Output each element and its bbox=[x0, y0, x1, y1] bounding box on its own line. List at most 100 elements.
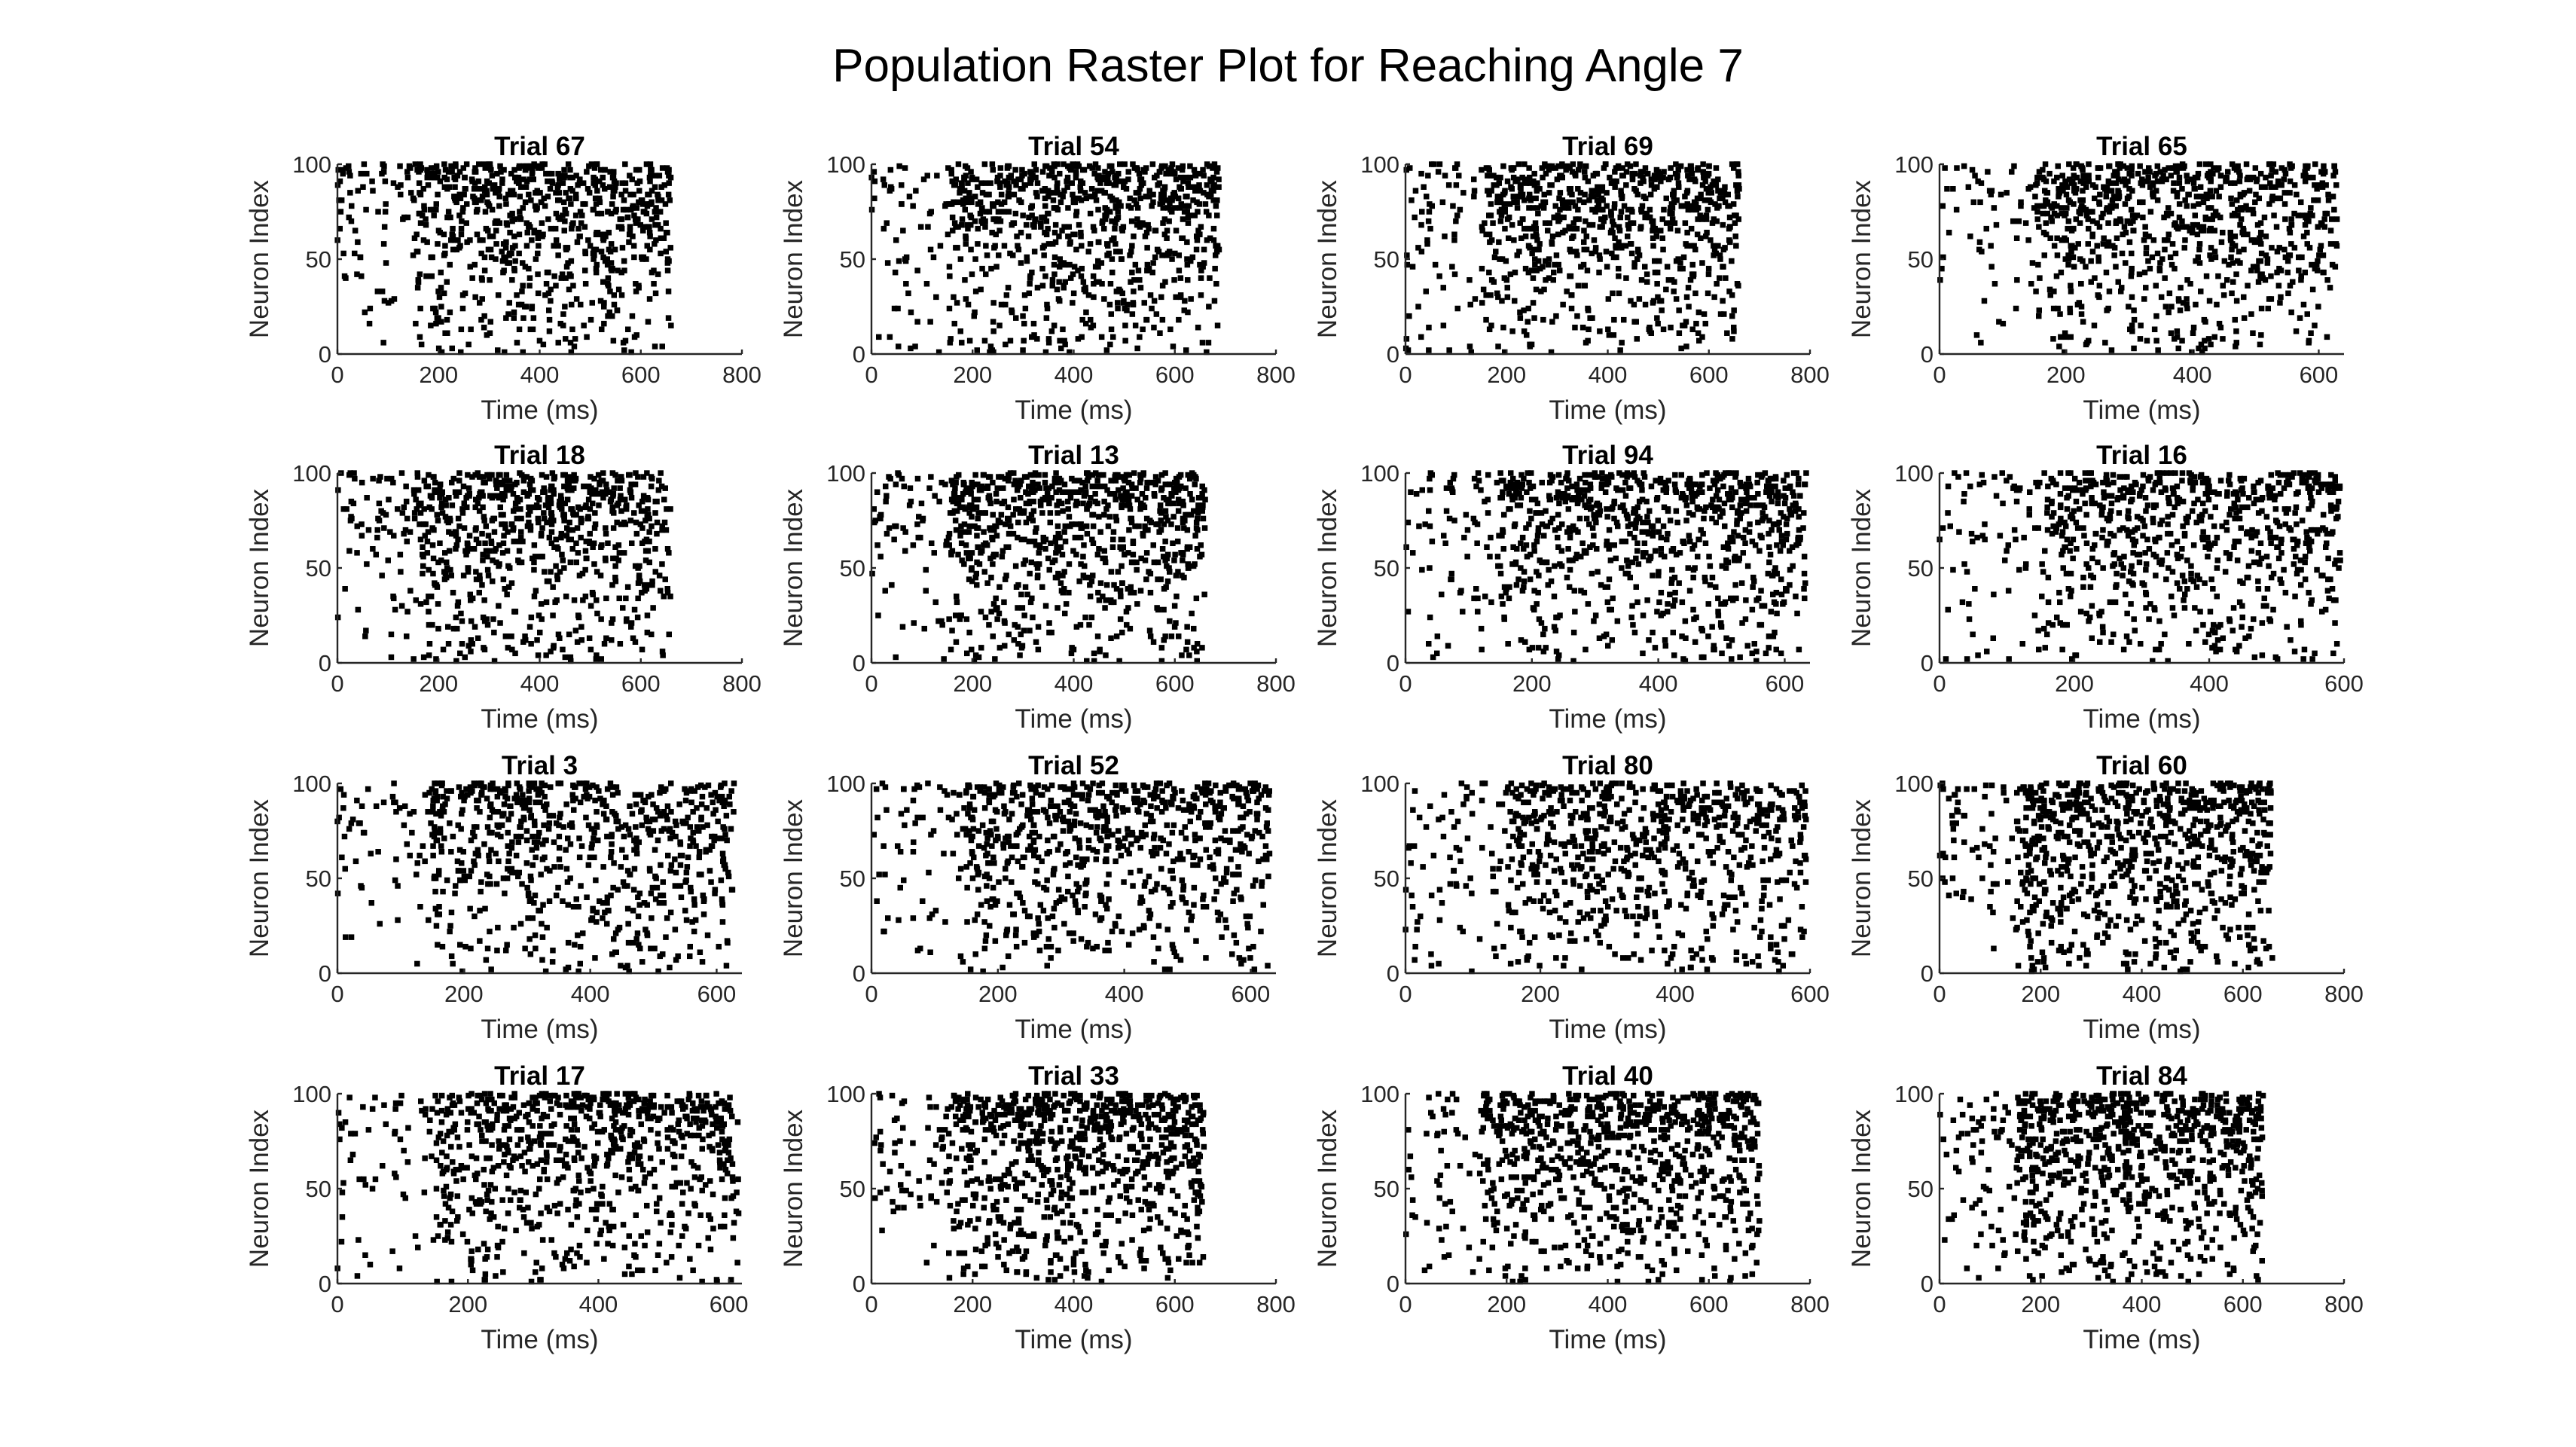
spike bbox=[1978, 340, 1984, 346]
spike bbox=[2134, 212, 2141, 218]
spike bbox=[639, 499, 646, 505]
spike bbox=[1096, 172, 1102, 179]
spike bbox=[490, 234, 496, 240]
spike bbox=[404, 609, 411, 615]
spike bbox=[603, 481, 609, 487]
spike bbox=[1451, 271, 1458, 277]
spike bbox=[1985, 169, 1991, 175]
spike bbox=[1151, 298, 1158, 304]
spike bbox=[1019, 643, 1026, 649]
spike bbox=[416, 180, 423, 186]
spike bbox=[1162, 508, 1169, 514]
spike bbox=[2054, 174, 2060, 181]
spike bbox=[582, 249, 588, 255]
spike bbox=[564, 478, 571, 484]
spike bbox=[950, 227, 956, 234]
spike bbox=[1163, 170, 1169, 177]
spike bbox=[633, 519, 639, 526]
spike bbox=[1179, 572, 1185, 578]
spike bbox=[970, 506, 976, 512]
spike bbox=[1023, 489, 1029, 495]
spike bbox=[966, 629, 972, 636]
spike bbox=[484, 178, 490, 185]
spike bbox=[663, 249, 669, 255]
spike bbox=[990, 300, 997, 306]
spike bbox=[2062, 256, 2068, 262]
spike bbox=[1426, 325, 1432, 331]
spike bbox=[514, 178, 520, 185]
spike bbox=[1021, 337, 1027, 344]
spike bbox=[1582, 174, 1589, 181]
spike bbox=[598, 210, 605, 217]
spike bbox=[1213, 252, 1219, 258]
spike bbox=[1159, 546, 1166, 552]
spike bbox=[1527, 341, 1533, 348]
spike bbox=[900, 227, 906, 234]
spike bbox=[1094, 633, 1101, 640]
spike bbox=[1129, 485, 1135, 491]
spike bbox=[916, 514, 922, 520]
spike bbox=[2214, 301, 2220, 308]
spike bbox=[984, 252, 990, 258]
spike bbox=[1534, 267, 1540, 273]
spike bbox=[1115, 305, 1121, 312]
spike bbox=[1073, 551, 1079, 558]
spike bbox=[606, 230, 612, 236]
spike bbox=[423, 599, 429, 606]
spike bbox=[1187, 174, 1194, 181]
spike bbox=[2034, 216, 2040, 222]
spike bbox=[2056, 186, 2062, 192]
spike bbox=[453, 658, 459, 664]
spike bbox=[555, 252, 561, 258]
spike bbox=[2321, 216, 2327, 222]
spike bbox=[2077, 178, 2084, 185]
spike bbox=[1729, 161, 1735, 167]
spike bbox=[2095, 292, 2101, 298]
spike bbox=[1030, 499, 1036, 505]
spike bbox=[2040, 230, 2047, 236]
spike bbox=[631, 212, 637, 218]
spike bbox=[2154, 178, 2161, 185]
spike bbox=[1125, 493, 1131, 499]
spike bbox=[1698, 235, 1704, 241]
spike bbox=[609, 616, 616, 622]
spike bbox=[967, 502, 973, 508]
spike bbox=[1453, 218, 1459, 224]
spike bbox=[1642, 264, 1648, 270]
spike bbox=[2040, 174, 2046, 181]
spike bbox=[1215, 165, 1221, 171]
spike bbox=[1696, 337, 1702, 344]
spike bbox=[1015, 624, 1021, 630]
spike bbox=[1147, 517, 1153, 524]
spike bbox=[559, 551, 565, 558]
spike bbox=[945, 534, 952, 541]
spike bbox=[522, 633, 528, 640]
spike bbox=[629, 313, 636, 319]
spike bbox=[1512, 298, 1518, 304]
spike bbox=[2229, 161, 2236, 167]
spike bbox=[489, 206, 496, 213]
spike bbox=[1482, 220, 1488, 226]
spike bbox=[2187, 281, 2193, 287]
spike bbox=[665, 315, 672, 321]
spike bbox=[562, 654, 569, 661]
spike bbox=[591, 180, 597, 186]
spike bbox=[376, 500, 383, 507]
spike bbox=[1031, 332, 1037, 338]
spike bbox=[621, 550, 627, 556]
spike bbox=[626, 472, 632, 478]
spike bbox=[494, 485, 500, 491]
spike bbox=[1159, 252, 1165, 258]
spike bbox=[1689, 261, 1695, 268]
spike bbox=[380, 340, 386, 346]
spike bbox=[962, 277, 968, 283]
spike bbox=[971, 658, 978, 664]
spike bbox=[1207, 176, 1213, 182]
spike bbox=[420, 563, 426, 569]
spike bbox=[899, 201, 905, 207]
spike bbox=[2059, 182, 2065, 188]
spike bbox=[1657, 298, 1663, 304]
spike bbox=[1479, 224, 1485, 230]
spike bbox=[469, 595, 476, 602]
spike bbox=[1549, 163, 1555, 169]
